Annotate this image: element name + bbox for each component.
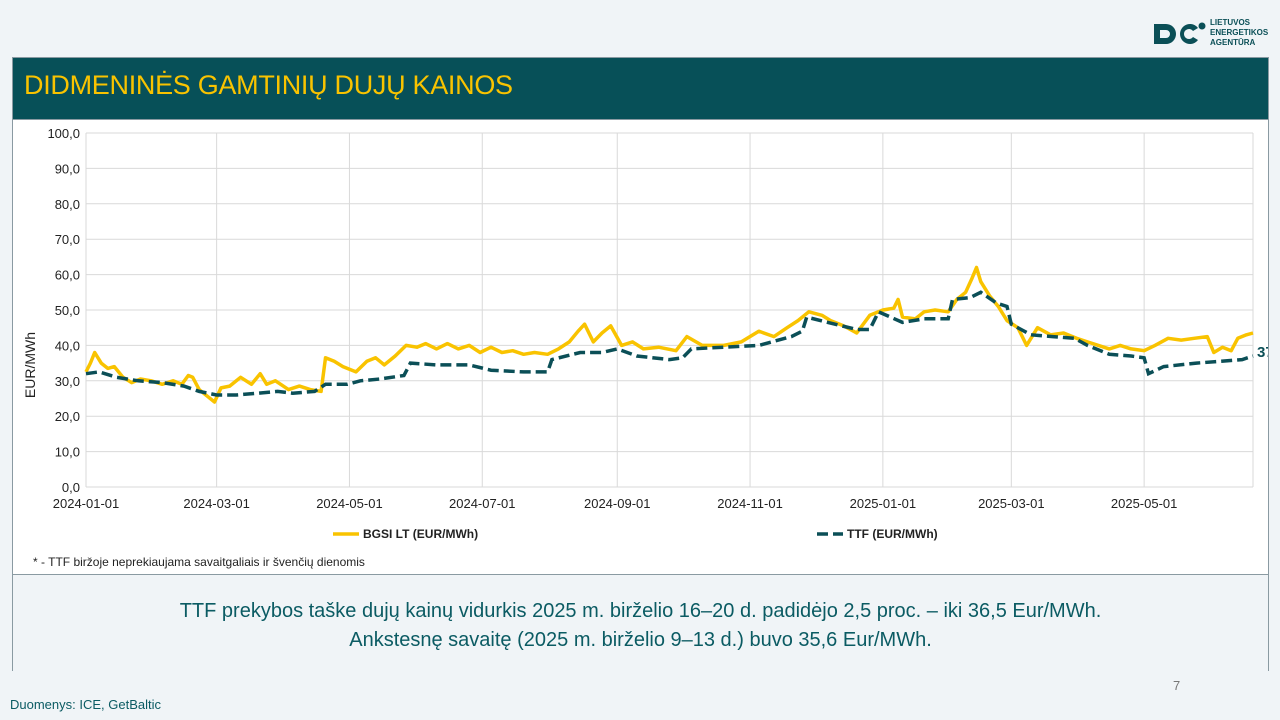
legend-label-bgsi: BGSI LT (EUR/MWh)	[363, 527, 478, 541]
footnote: * - TTF biržoje neprekiaujama savaitgali…	[33, 555, 365, 569]
y-tick-label: 100,0	[47, 126, 80, 141]
logo-line1: LIETUVOS	[1210, 18, 1251, 27]
x-tick-label: 2024-05-01	[316, 496, 383, 511]
y-tick-label: 60,0	[55, 268, 80, 283]
y-tick-label: 20,0	[55, 409, 80, 424]
x-tick-label: 2024-07-01	[449, 496, 516, 511]
data-source: Duomenys: ICE, GetBaltic	[10, 697, 161, 712]
title-bar: DIDMENINĖS GAMTINIŲ DUJŲ KAINOS	[13, 58, 1268, 120]
logo-d-shape	[1154, 24, 1176, 44]
series-line-ttf	[85, 290, 1254, 397]
series-line-bgsi	[84, 265, 1254, 404]
y-tick-label: 10,0	[55, 445, 80, 460]
x-axis-ticks: 2024-01-01 2024-03-01 2024-05-01 2024-07-01…	[53, 496, 1178, 511]
summary-box: TTF prekybos taške dujų kainų vidurkis 2…	[13, 574, 1268, 672]
chart-grid	[85, 132, 1254, 488]
x-tick-label: 2024-09-01	[584, 496, 651, 511]
x-tick-label: 2024-01-01	[53, 496, 120, 511]
price-chart: 0,0 10,0 20,0 30,0 40,0 50,0 60,0 70,0 80,0 90,0 1…	[22, 126, 1268, 541]
logo-c-shape	[1180, 24, 1198, 44]
legend-label-ttf: TTF (EUR/MWh)	[847, 527, 938, 541]
logo-text: LIETUVOS ENERGETIKOS AGENTŪRA	[1210, 18, 1268, 48]
logo-line2: ENERGETIKOS	[1210, 28, 1269, 37]
x-tick-label: 2025-05-01	[1111, 496, 1178, 511]
logo-dot	[1198, 22, 1206, 30]
chart-legend: BGSI LT (EUR/MWh) TTF (EUR/MWh)	[333, 527, 938, 541]
x-tick-label: 2025-03-01	[978, 496, 1045, 511]
x-tick-label: 2024-03-01	[183, 496, 250, 511]
y-axis-ticks: 0,0 10,0 20,0 30,0 40,0 50,0 60,0 70,0 80,0 90,0 1…	[47, 126, 80, 495]
page-number: 7	[1173, 678, 1181, 693]
page-title: DIDMENINĖS GAMTINIŲ DUJŲ KAINOS	[24, 70, 513, 100]
x-tick-label: 2024-11-01	[717, 496, 783, 511]
y-tick-label: 50,0	[55, 303, 80, 318]
y-tick-label: 80,0	[55, 197, 80, 212]
ttf-last-value-label: 37,0	[1257, 344, 1268, 361]
y-tick-label: 70,0	[55, 232, 80, 247]
y-tick-label: 40,0	[55, 338, 80, 353]
y-axis-label: EUR/MWh	[22, 332, 38, 398]
y-tick-label: 90,0	[55, 161, 80, 176]
summary-line-1: TTF prekybos taške dujų kainų vidurkis 2…	[179, 600, 1102, 622]
y-tick-label: 30,0	[55, 374, 80, 389]
x-tick-label: 2025-01-01	[850, 496, 917, 511]
logo-line3: AGENTŪRA	[1210, 38, 1256, 47]
y-tick-label: 0,0	[62, 480, 80, 495]
agency-logo	[1154, 22, 1206, 44]
summary-line-2: Ankstesnę savaitę (2025 m. birželio 9–13…	[349, 629, 932, 651]
slide-panel: DIDMENINĖS GAMTINIŲ DUJŲ KAINOS 0,0 10,0 2…	[12, 57, 1269, 672]
